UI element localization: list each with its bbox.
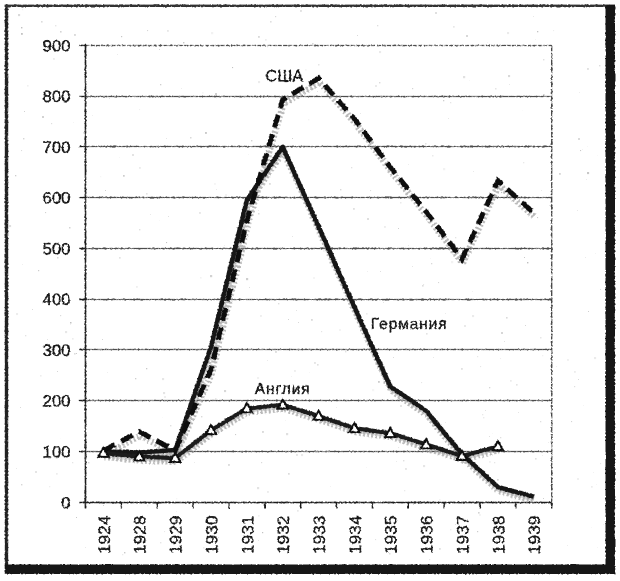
svg-text:1938: 1938 (489, 515, 508, 554)
svg-text:500: 500 (43, 239, 71, 258)
svg-text:400: 400 (43, 290, 71, 309)
svg-text:900: 900 (43, 36, 71, 55)
svg-text:300: 300 (43, 341, 71, 360)
svg-text:Германия: Германия (371, 316, 448, 333)
svg-text:1929: 1929 (167, 515, 186, 554)
svg-text:1934: 1934 (346, 515, 365, 554)
svg-text:1933: 1933 (310, 515, 329, 554)
svg-text:1930: 1930 (202, 515, 221, 554)
svg-text:1928: 1928 (131, 515, 150, 554)
svg-text:700: 700 (43, 138, 71, 157)
svg-text:США: США (266, 68, 304, 86)
svg-text:600: 600 (43, 189, 71, 208)
svg-text:1935: 1935 (382, 515, 401, 554)
svg-text:1939: 1939 (525, 515, 544, 554)
svg-text:200: 200 (43, 392, 71, 411)
svg-text:0: 0 (61, 493, 70, 512)
svg-text:1931: 1931 (238, 515, 257, 554)
svg-text:800: 800 (43, 87, 71, 106)
svg-text:100: 100 (43, 443, 71, 462)
svg-text:1932: 1932 (274, 515, 293, 554)
svg-text:Англия: Англия (255, 381, 311, 398)
svg-text:1937: 1937 (453, 515, 472, 554)
svg-text:1924: 1924 (95, 515, 114, 554)
svg-text:1936: 1936 (418, 515, 437, 554)
